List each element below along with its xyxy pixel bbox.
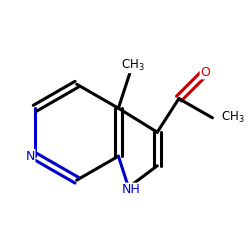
Text: NH: NH (122, 183, 140, 196)
Text: CH$_3$: CH$_3$ (122, 58, 145, 72)
Text: N: N (26, 150, 35, 163)
Text: O: O (200, 66, 210, 79)
Text: CH$_3$: CH$_3$ (221, 110, 245, 125)
